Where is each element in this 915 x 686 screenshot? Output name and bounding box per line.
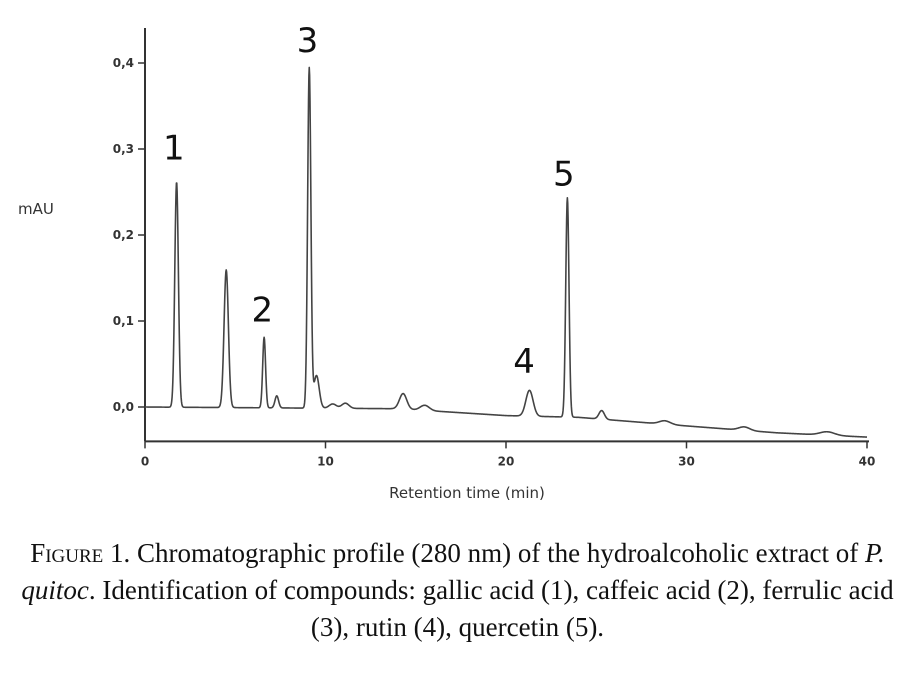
y-tick-label: 0,3 — [113, 142, 134, 156]
x-tick-label: 40 — [859, 454, 876, 468]
chromatogram-trace — [144, 66, 868, 438]
y-tick-label: 0,1 — [113, 314, 134, 328]
caption-text-a: Chromatographic profile (280 nm) of the … — [130, 538, 866, 568]
peak-label-2: 2 — [252, 290, 274, 330]
caption-species: P. quitoc — [21, 538, 885, 605]
peak-label-3: 3 — [297, 21, 319, 61]
x-axis-title: Retention time (min) — [389, 484, 545, 502]
x-tick-label: 10 — [317, 454, 334, 468]
y-axis-title: mAU — [18, 200, 54, 218]
peak-label-1: 1 — [163, 129, 185, 169]
figure-caption: Figure 1. Chromatographic profile (280 n… — [0, 535, 915, 646]
chromatogram-chart: mAU Retention time (min) 0,0 0,1 0,2 0,3 0,4… — [18, 21, 876, 502]
y-tick-label: 0,4 — [113, 56, 134, 70]
axes: 0,0 0,1 0,2 0,3 0,4 0 10 20 30 40 — [113, 28, 876, 468]
caption-text-b: . Identification of compounds: gallic ac… — [88, 575, 894, 642]
x-tick-label: 30 — [678, 454, 695, 468]
caption-label: Figure 1. — [30, 538, 131, 568]
y-tick-label: 0,0 — [113, 400, 134, 414]
plot-area — [144, 66, 868, 438]
x-tick-label: 20 — [498, 454, 515, 468]
y-tick-label: 0,2 — [113, 228, 134, 242]
peak-labels: 1 2 3 4 5 — [163, 21, 575, 382]
peak-label-4: 4 — [513, 342, 535, 382]
peak-label-5: 5 — [553, 154, 575, 194]
x-tick-label: 0 — [141, 454, 149, 468]
